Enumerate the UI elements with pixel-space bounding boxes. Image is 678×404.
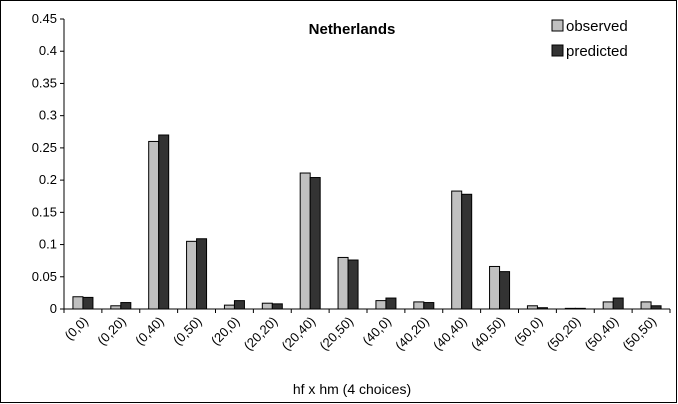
y-tick-label: 0.4 xyxy=(39,43,57,58)
y-ticks: 0 0.05 0.1 0.15 0.2 0.25 0.3 0.35 0.4 0.45 xyxy=(32,11,64,316)
x-tick-label: (50,40) xyxy=(582,314,622,354)
bar-predicted xyxy=(271,303,283,310)
bar-observed xyxy=(375,300,387,310)
bar-observed xyxy=(72,296,84,310)
chart-title: Netherlands xyxy=(309,21,396,38)
y-tick-label: 0.1 xyxy=(39,237,57,252)
bar-observed xyxy=(413,301,425,310)
bar-predicted xyxy=(347,259,359,310)
bar-predicted xyxy=(309,177,321,310)
bar-predicted xyxy=(233,300,245,310)
y-tick-label: 0.3 xyxy=(39,108,57,123)
x-tick-label: (50,20) xyxy=(544,314,584,354)
x-tick-label: (0,50) xyxy=(170,314,205,349)
bar-observed xyxy=(261,302,273,310)
legend-label-observed: observed xyxy=(566,18,628,35)
x-tick-label: (0,0) xyxy=(62,314,92,344)
bars-layer xyxy=(72,134,662,310)
y-tick-label: 0 xyxy=(50,301,57,316)
x-tick-label: (40,50) xyxy=(468,314,508,354)
bar-predicted xyxy=(499,271,511,310)
y-tick-label: 0.15 xyxy=(32,204,57,219)
legend-label-predicted: predicted xyxy=(566,43,628,60)
bar-predicted xyxy=(385,297,397,310)
x-tick-label: (50,0) xyxy=(511,314,546,349)
bar-predicted xyxy=(461,193,473,310)
x-tick-label: (20,20) xyxy=(241,314,281,354)
bar-observed xyxy=(602,301,614,310)
x-tick-label: (50,50) xyxy=(619,314,659,354)
bar-predicted xyxy=(158,134,170,310)
bar-observed xyxy=(489,265,501,310)
bar-observed xyxy=(223,304,235,310)
x-tick-label: (0,40) xyxy=(132,314,167,349)
x-tick-label: (40,40) xyxy=(430,314,470,354)
bar-observed xyxy=(299,172,311,310)
bar-predicted xyxy=(82,296,94,310)
bar-observed xyxy=(186,240,198,310)
x-tick-label: (20,50) xyxy=(316,314,356,354)
bar-predicted xyxy=(423,302,435,310)
y-tick-label: 0.05 xyxy=(32,269,57,284)
y-tick-label: 0.25 xyxy=(32,140,57,155)
y-tick-label: 0.2 xyxy=(39,172,57,187)
legend-swatch-predicted xyxy=(551,44,564,57)
bar-predicted xyxy=(120,302,132,310)
y-tick-label: 0.45 xyxy=(32,11,57,26)
legend: observed predicted xyxy=(551,18,628,60)
bar-predicted xyxy=(196,238,208,310)
x-tick-label: (40,0) xyxy=(359,314,394,349)
x-tick-label: (20,40) xyxy=(279,314,319,354)
bar-observed xyxy=(337,256,349,310)
bar-observed xyxy=(148,140,160,310)
bar-observed xyxy=(451,190,463,310)
x-tick-label: (40,20) xyxy=(392,314,432,354)
bar-observed xyxy=(640,301,652,310)
x-ticks: (0,0) (0,20) (0,40) (0,50) (20,0)(20,20)(20,… xyxy=(62,309,671,354)
y-tick-label: 0.35 xyxy=(32,75,57,90)
x-tick-label: (0,20) xyxy=(94,314,129,349)
x-axis-title: hf x hm (4 choices) xyxy=(293,381,411,397)
x-tick-label: (20,0) xyxy=(208,314,243,349)
bar-predicted xyxy=(612,297,624,310)
legend-swatch-observed xyxy=(551,19,564,32)
